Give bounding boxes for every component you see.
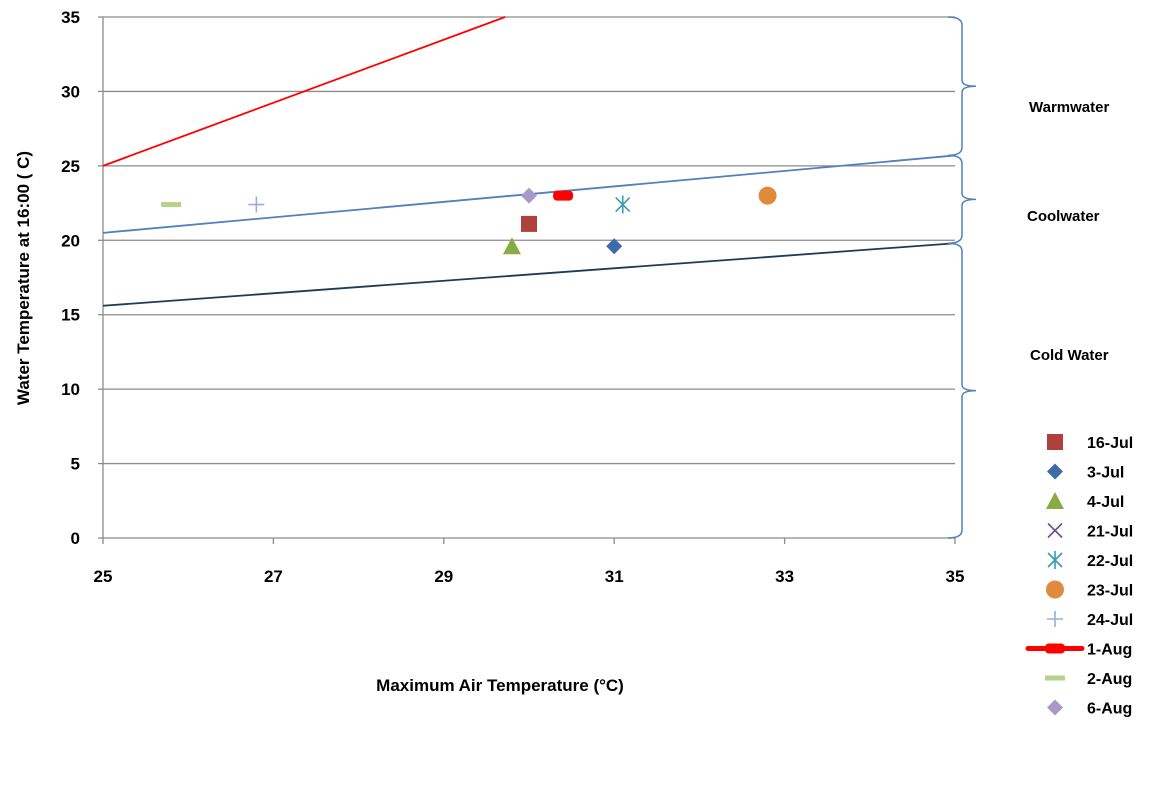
y-tick-label: 35 — [61, 8, 80, 27]
legend-item: 16-Jul — [1047, 434, 1133, 452]
x-tick-label: 25 — [94, 567, 113, 586]
zone-label: Coolwater — [1027, 208, 1100, 225]
y-tick-label: 15 — [61, 306, 80, 325]
legend-marker — [1047, 611, 1063, 627]
x-tick-label: 31 — [605, 567, 624, 586]
legend-marker — [1045, 675, 1065, 681]
legend-label: 3-Jul — [1087, 465, 1124, 482]
legend-marker — [1047, 463, 1063, 480]
zone-label: Warmwater — [1029, 99, 1109, 116]
legend-label: 4-Jul — [1087, 494, 1124, 511]
legend-item: 22-Jul — [1047, 551, 1133, 570]
x-tick-label: 33 — [775, 567, 794, 586]
legend-marker — [1047, 551, 1063, 569]
legend-marker — [1046, 492, 1064, 509]
zone-label: Cold Water — [1030, 347, 1109, 364]
y-tick-label: 25 — [61, 157, 80, 176]
y-tick-label: 20 — [61, 231, 80, 250]
zone-brace — [947, 242, 977, 539]
data-point — [758, 186, 777, 205]
y-axis-title: Water Temperature at 16:00 ( C) — [14, 151, 33, 405]
data-point — [248, 196, 265, 213]
data-point — [502, 237, 521, 255]
legend-label: 24-Jul — [1087, 612, 1133, 629]
legend-item: 3-Jul — [1047, 463, 1124, 482]
data-points — [161, 186, 777, 255]
zone-brace — [947, 154, 977, 245]
data-point — [606, 238, 623, 255]
y-tick-label: 5 — [71, 455, 80, 474]
axes: 0 5 10 15 20 25 30 35 25 27 29 31 33 35 — [61, 8, 964, 586]
legend-item: 1-Aug — [1025, 642, 1132, 659]
legend-item: 2-Aug — [1045, 671, 1132, 688]
legend-marker — [1045, 643, 1065, 654]
x-axis-title: Maximum Air Temperature (°C) — [376, 676, 624, 695]
legend: 16-Jul 3-Jul 4-Jul 21-Jul 22-Jul 23-Jul 24-Jul… — [1025, 434, 1133, 718]
legend-label: 21-Jul — [1087, 524, 1133, 541]
x-tick-label: 29 — [434, 567, 453, 586]
legend-label: 22-Jul — [1087, 553, 1133, 570]
legend-label: 2-Aug — [1087, 671, 1132, 688]
data-point — [521, 215, 537, 232]
threshold-line — [102, 16, 506, 167]
x-tick-label: 27 — [264, 567, 283, 586]
legend-item: 21-Jul — [1047, 522, 1133, 541]
legend-label: 16-Jul — [1087, 435, 1133, 452]
legend-item: 4-Jul — [1046, 492, 1124, 511]
data-point — [521, 187, 537, 204]
legend-marker — [1046, 580, 1064, 599]
zone-brace — [947, 16, 977, 157]
data-point — [615, 195, 631, 214]
y-tick-label: 0 — [71, 529, 80, 548]
legend-label: 23-Jul — [1087, 583, 1133, 600]
data-point — [553, 190, 574, 201]
legend-item: 24-Jul — [1047, 611, 1133, 629]
legend-item: 6-Aug — [1047, 699, 1132, 718]
legend-marker — [1047, 522, 1063, 539]
legend-marker — [1047, 434, 1063, 450]
legend-label: 1-Aug — [1087, 642, 1132, 659]
y-tick-label: 30 — [61, 82, 80, 101]
legend-item: 23-Jul — [1046, 580, 1133, 600]
legend-label: 6-Aug — [1087, 701, 1132, 718]
x-tick-label: 35 — [946, 567, 965, 586]
zone-braces: Warmwater Coolwater Cold Water — [947, 16, 1109, 539]
data-point — [161, 202, 182, 208]
threshold-lines — [102, 16, 956, 307]
gridlines — [103, 16, 955, 465]
threshold-line — [102, 242, 956, 307]
legend-marker — [1047, 699, 1063, 716]
y-tick-label: 10 — [61, 380, 80, 399]
